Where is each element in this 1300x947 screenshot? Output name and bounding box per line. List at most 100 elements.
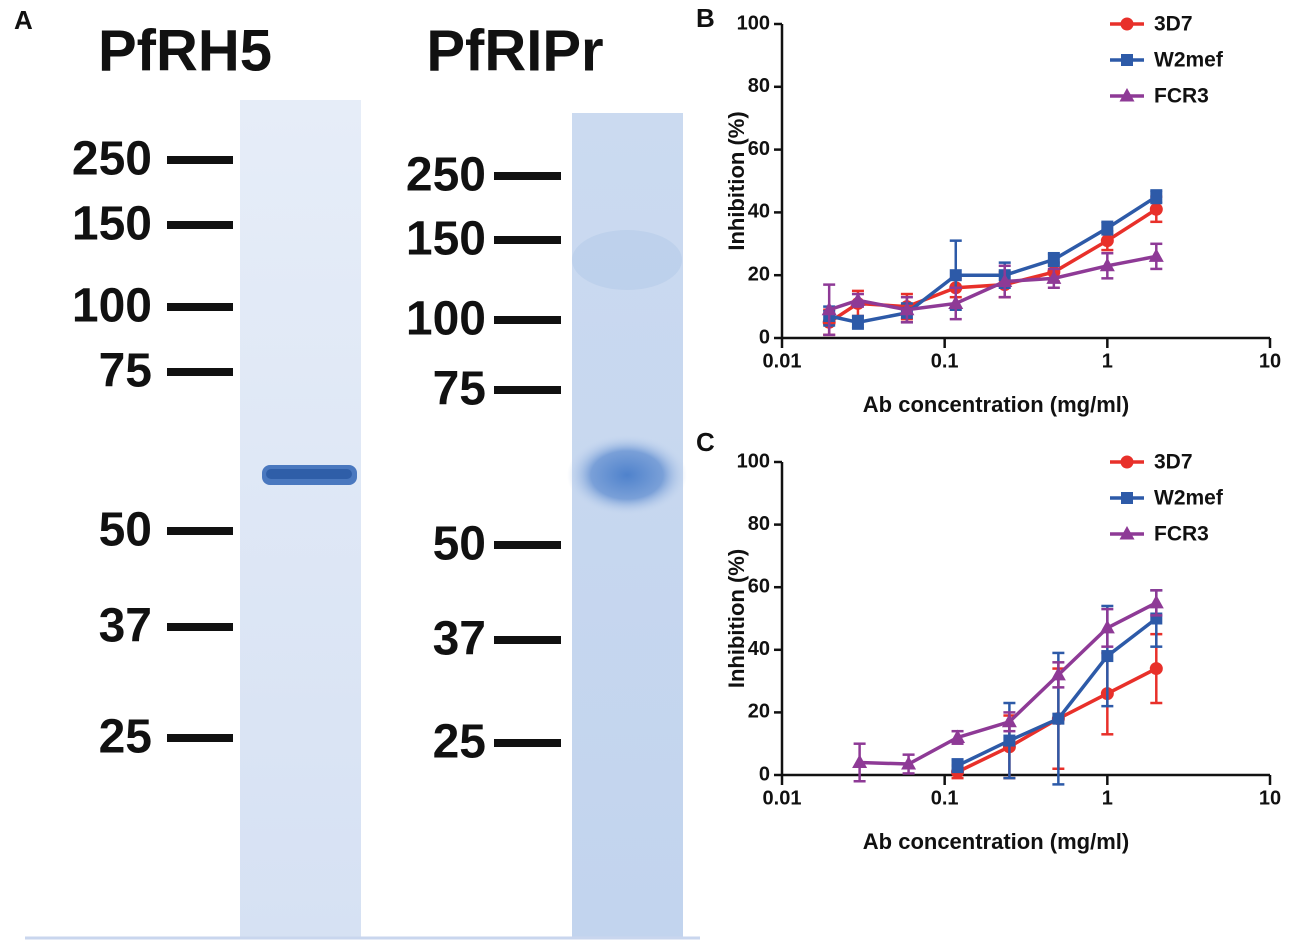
lane-title: PfRH5 bbox=[98, 18, 272, 83]
marker-bar bbox=[167, 368, 233, 376]
legend-marker bbox=[1121, 54, 1133, 66]
legend-marker bbox=[1120, 17, 1134, 31]
y-tick-label: 40 bbox=[748, 638, 770, 660]
marker-bar bbox=[494, 636, 561, 644]
marker-bar bbox=[494, 541, 561, 549]
data-point bbox=[997, 273, 1013, 287]
data-point bbox=[1101, 650, 1114, 663]
lane-title: PfRIPr bbox=[426, 18, 603, 83]
data-point bbox=[1047, 253, 1060, 266]
y-axis-label: Inhibition (%) bbox=[724, 111, 749, 250]
panel-letter: B bbox=[696, 3, 715, 33]
marker-bar bbox=[494, 172, 561, 180]
data-point bbox=[899, 301, 915, 316]
x-tick-label: 0.1 bbox=[931, 787, 959, 809]
data-point bbox=[1149, 202, 1163, 216]
x-tick-label: 0.01 bbox=[763, 350, 802, 372]
panel-letter: C bbox=[696, 427, 715, 457]
data-point bbox=[852, 754, 868, 768]
x-tick-label: 0.1 bbox=[931, 350, 959, 372]
x-tick-label: 1 bbox=[1102, 787, 1113, 809]
gel-lane bbox=[240, 100, 361, 938]
data-point bbox=[1099, 257, 1115, 272]
y-tick-label: 0 bbox=[759, 763, 770, 785]
data-point bbox=[951, 759, 964, 772]
marker-label: 100 bbox=[406, 293, 486, 346]
marker-label: 50 bbox=[433, 518, 486, 571]
marker-bar bbox=[494, 386, 561, 394]
x-tick-label: 10 bbox=[1259, 787, 1281, 809]
data-point bbox=[1148, 248, 1164, 262]
marker-bar bbox=[167, 734, 233, 742]
data-point bbox=[1101, 222, 1114, 235]
marker-bar bbox=[494, 236, 561, 244]
marker-bar bbox=[494, 739, 561, 747]
marker-label: 75 bbox=[433, 363, 486, 416]
y-tick-label: 100 bbox=[737, 12, 770, 34]
legend-label: 3D7 bbox=[1154, 451, 1193, 474]
marker-bar bbox=[167, 527, 233, 535]
data-point bbox=[1149, 662, 1163, 676]
legend-label: 3D7 bbox=[1154, 13, 1193, 36]
x-tick-label: 0.01 bbox=[763, 787, 802, 809]
marker-label: 100 bbox=[72, 280, 152, 333]
data-point bbox=[1150, 190, 1163, 203]
data-point bbox=[1052, 712, 1065, 725]
x-tick-label: 1 bbox=[1102, 350, 1113, 372]
marker-bar bbox=[167, 623, 233, 631]
legend-marker bbox=[1119, 88, 1135, 102]
data-point bbox=[1099, 619, 1115, 634]
marker-label: 25 bbox=[433, 716, 486, 769]
y-tick-label: 80 bbox=[748, 75, 770, 97]
data-point bbox=[1100, 234, 1114, 248]
legend-label: W2mef bbox=[1154, 487, 1224, 510]
data-point bbox=[1148, 594, 1164, 609]
y-axis-label: Inhibition (%) bbox=[724, 549, 749, 688]
y-tick-label: 20 bbox=[748, 701, 770, 723]
y-tick-label: 0 bbox=[759, 326, 770, 348]
marker-label: 150 bbox=[406, 213, 486, 266]
marker-label: 150 bbox=[72, 198, 152, 251]
legend-label: FCR3 bbox=[1154, 85, 1209, 108]
series-line bbox=[828, 207, 1158, 324]
marker-label: 50 bbox=[99, 504, 152, 557]
data-point bbox=[1003, 734, 1016, 747]
marker-bar bbox=[167, 303, 233, 311]
marker-bar bbox=[494, 316, 561, 324]
marker-label: 250 bbox=[406, 149, 486, 202]
marker-label: 37 bbox=[99, 600, 152, 653]
data-point bbox=[821, 301, 837, 316]
data-point bbox=[1050, 666, 1066, 681]
panel-letter: A bbox=[14, 5, 33, 35]
data-point bbox=[850, 292, 866, 306]
legend-label: FCR3 bbox=[1154, 523, 1209, 546]
y-tick-label: 20 bbox=[748, 263, 770, 285]
data-point bbox=[950, 729, 966, 743]
marker-label: 25 bbox=[99, 711, 152, 764]
data-point bbox=[1001, 713, 1017, 728]
x-axis-label: Ab concentration (mg/ml) bbox=[863, 392, 1129, 417]
legend-marker bbox=[1120, 455, 1134, 469]
series-line bbox=[828, 195, 1158, 325]
marker-label: 37 bbox=[433, 613, 486, 666]
protein-band-core bbox=[266, 469, 352, 479]
legend-label: W2mef bbox=[1154, 49, 1224, 72]
x-tick-label: 10 bbox=[1259, 350, 1281, 372]
data-point bbox=[851, 316, 864, 329]
data-point bbox=[948, 295, 964, 309]
series-line bbox=[956, 617, 1158, 768]
data-point bbox=[901, 756, 917, 770]
marker-label: 75 bbox=[99, 345, 152, 398]
y-tick-label: 40 bbox=[748, 201, 770, 223]
x-axis-label: Ab concentration (mg/ml) bbox=[863, 829, 1129, 854]
y-tick-label: 60 bbox=[748, 575, 770, 597]
protein-band bbox=[567, 435, 687, 515]
data-point bbox=[949, 269, 962, 282]
y-tick-label: 80 bbox=[748, 513, 770, 535]
series-line bbox=[828, 254, 1157, 312]
y-tick-label: 60 bbox=[748, 138, 770, 160]
marker-label: 250 bbox=[72, 133, 152, 186]
data-point bbox=[1046, 270, 1062, 284]
faint-band bbox=[572, 230, 682, 290]
